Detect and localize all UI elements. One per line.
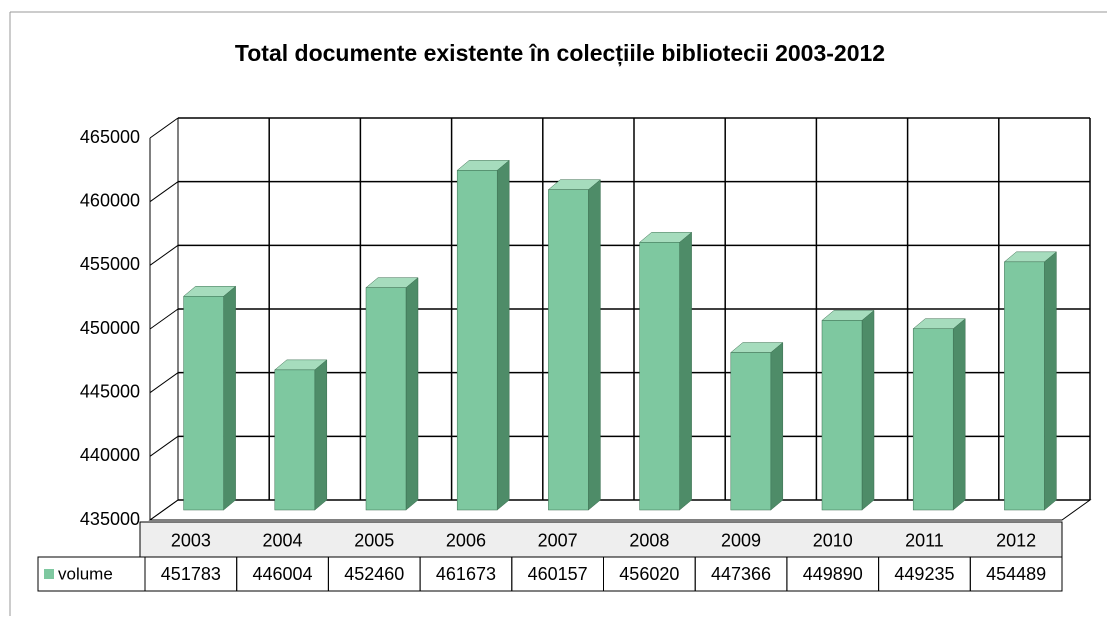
bar (730, 352, 772, 511)
table-header-row (139, 521, 1063, 558)
bar-side (496, 159, 510, 511)
grid-line (149, 181, 179, 203)
table-value: 446004 (253, 564, 313, 584)
x-tick-label: 2008 (629, 530, 669, 550)
x-tick-label: 2007 (538, 530, 578, 550)
legend-label: volume (58, 564, 113, 583)
grid-line (149, 435, 179, 457)
bar-side (952, 318, 966, 511)
x-tick-label: 2012 (996, 530, 1036, 550)
table-value: 454489 (986, 564, 1046, 584)
x-tick-label: 2011 (905, 530, 944, 550)
table-cell (969, 556, 1063, 592)
y-tick-label: 450000 (80, 318, 140, 338)
bar-side (770, 342, 784, 511)
table-value: 456020 (619, 564, 679, 584)
x-tick-label: 2003 (171, 530, 211, 550)
y-tick-label: 465000 (80, 127, 140, 147)
y-tick-label: 435000 (80, 509, 140, 529)
bar (274, 369, 316, 511)
bar (1004, 261, 1045, 511)
bar (821, 320, 863, 511)
grid-line (149, 117, 179, 139)
bar-side (223, 285, 236, 511)
grid-line (149, 372, 179, 394)
bar (456, 170, 498, 511)
x-tick-label: 2006 (446, 530, 486, 550)
bar-side (588, 179, 601, 511)
x-tick-label: 2010 (813, 530, 853, 550)
bar-side (679, 231, 692, 511)
table-value: 451783 (161, 564, 221, 584)
table-value: 449235 (894, 564, 954, 584)
grid-line (149, 499, 179, 521)
bar (183, 296, 224, 511)
table-value: 449890 (803, 564, 863, 584)
x-tick-label: 2004 (263, 530, 303, 550)
bar-side (314, 359, 328, 511)
table-value: 452460 (344, 564, 404, 584)
grid-line (149, 308, 179, 330)
bar-side (1044, 251, 1057, 511)
y-tick-label: 460000 (80, 190, 140, 210)
bar (365, 287, 407, 511)
y-tick-label: 440000 (80, 445, 140, 465)
table-value: 461673 (436, 564, 496, 584)
table-value: 447366 (711, 564, 771, 584)
grid-line (149, 244, 179, 266)
bar (912, 328, 954, 511)
bar-side (861, 309, 875, 511)
legend-swatch (44, 569, 54, 579)
y-tick-label: 455000 (80, 254, 140, 274)
y-tick-label: 445000 (80, 381, 140, 401)
x-tick-label: 2005 (354, 530, 394, 550)
x-tick-label: 2009 (721, 530, 761, 550)
table-value: 460157 (528, 564, 588, 584)
chart-title: Total documente existente în colecțiile … (235, 40, 885, 67)
bar (548, 189, 589, 511)
bar-side (405, 277, 419, 511)
bar (639, 242, 680, 511)
